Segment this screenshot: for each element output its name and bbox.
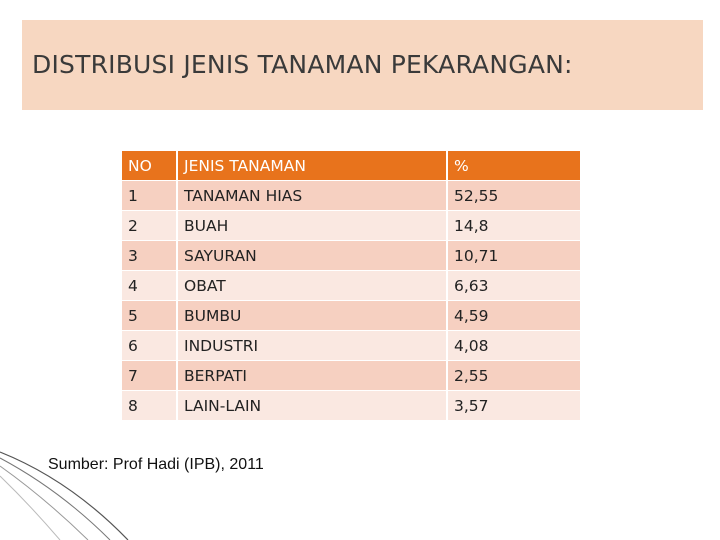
table-header: NO JENIS TANAMAN% [122,151,580,181]
table-row: 1 TANAMAN HIAS 52,55 [122,180,580,211]
table-row: 4 OBAT 6,63 [122,270,580,301]
table-cell: 7 [122,360,177,391]
column-header: JENIS TANAMAN [176,151,447,181]
title: DISTRIBUSI JENIS TANAMAN PEKARANGAN: [32,50,573,79]
table-row: 6 INDUSTRI 4,08 [122,330,580,361]
table-cell: 1 [122,180,177,211]
table-row: 2 BUAH 14,8 [122,210,580,241]
table-cell: 6 [122,330,177,361]
table-row: 5 BUMBU 4,59 [122,300,580,331]
table-cell: BUAH [176,210,447,241]
table-cell: 3 [122,240,177,271]
source-note: Sumber: Prof Hadi (IPB), 2011 [48,456,264,473]
table-cell: 14,8 [446,210,580,241]
table-row: 7 BERPATI 2,55 [122,360,580,391]
table-cell: LAIN-LAIN [176,390,447,421]
table-cell: OBAT [176,270,447,301]
table-cell: 3,57 [446,390,580,421]
table: NO JENIS TANAMAN% 1 TANAMAN HIAS 52,55 2 BUAH… [122,151,580,421]
table-cell: 4,08 [446,330,580,361]
deco-line [0,457,111,540]
title-box: DISTRIBUSI JENIS TANAMAN PEKARANGAN: [22,20,703,110]
column-header: % [446,151,580,181]
table-body: 1 TANAMAN HIAS 52,55 2 BUAH 14,8 3 SAYURAN 10,71… [122,180,580,421]
deco-line [0,475,61,540]
deco-line [0,465,89,540]
table-row: 8 LAIN-LAIN 3,57 [122,390,580,421]
table-cell: 8 [122,390,177,421]
deco-line [0,451,129,540]
table-cell: BERPATI [176,360,447,391]
table-cell: 5 [122,300,177,331]
table-cell: 2 [122,210,177,241]
table-cell: TANAMAN HIAS [176,180,447,211]
table-cell: 4 [122,270,177,301]
table-cell: SAYURAN [176,240,447,271]
table-cell: 6,63 [446,270,580,301]
table-cell: 52,55 [446,180,580,211]
table-cell: 2,55 [446,360,580,391]
table-cell: 4,59 [446,300,580,331]
table-cell: 10,71 [446,240,580,271]
table-cell: INDUSTRI [176,330,447,361]
table-cell: BUMBU [176,300,447,331]
column-header: NO [122,151,177,181]
table-row: 3 SAYURAN 10,71 [122,240,580,271]
